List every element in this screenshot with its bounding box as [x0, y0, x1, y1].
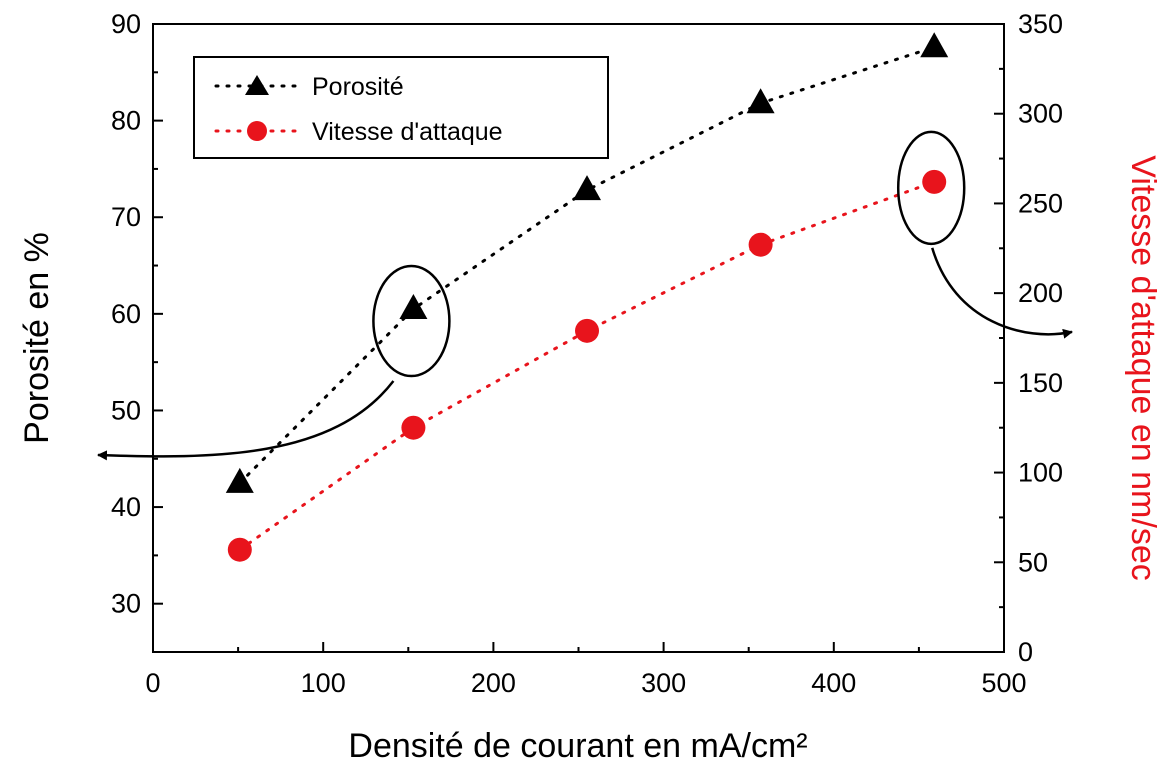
arrow-to-right-axis — [931, 247, 1073, 339]
vitesse-point — [575, 318, 600, 343]
legend-label-vitesse: Vitesse d'attaque — [312, 118, 503, 146]
left-axis-title: Porosité en % — [18, 232, 56, 444]
vitesse-point — [227, 537, 252, 562]
right-tick-label: 250 — [1018, 188, 1063, 218]
legend-box — [193, 56, 609, 159]
porosite-point — [920, 32, 949, 58]
x-axis-ticks: 0 100 200 300 400 500 — [145, 642, 1027, 698]
right-tick-label: 0 — [1018, 637, 1033, 667]
porosite-point — [225, 467, 254, 493]
left-tick-label: 70 — [111, 202, 141, 232]
left-axis-ticks: 30 40 50 60 70 80 90 — [111, 9, 163, 653]
x-tick-label: 400 — [811, 668, 856, 698]
x-tick-label: 500 — [981, 668, 1026, 698]
legend: Porosité Vitesse d'attaque — [193, 56, 609, 159]
highlight-ellipse-vitesse — [896, 130, 966, 246]
right-tick-label: 200 — [1018, 278, 1063, 308]
series-line-0 — [238, 45, 936, 485]
left-tick-label: 90 — [111, 9, 141, 39]
legend-marker-vitesse — [247, 121, 267, 141]
highlight-ellipse-porosite — [372, 264, 451, 378]
right-tick-label: 50 — [1018, 547, 1048, 577]
right-axis-title: Vitesse d'attaque en nm/sec — [1124, 155, 1162, 580]
porosite-point — [746, 88, 775, 114]
porosite-point — [399, 294, 428, 320]
legend-marker-porosite — [245, 75, 269, 95]
arrow-to-left-axis — [97, 380, 395, 461]
left-tick-label: 40 — [111, 492, 141, 522]
x-axis-title: Densité de courant en mA/cm² — [348, 727, 807, 765]
right-tick-label: 350 — [1018, 9, 1063, 39]
x-tick-label: 200 — [471, 668, 516, 698]
annotation-layer — [97, 130, 1073, 461]
left-tick-label: 80 — [111, 106, 141, 136]
left-tick-label: 60 — [111, 299, 141, 329]
right-tick-label: 300 — [1018, 99, 1063, 129]
left-tick-label: 30 — [111, 589, 141, 619]
series-line-1 — [238, 180, 936, 552]
porosite-point — [573, 175, 602, 201]
left-tick-label: 50 — [111, 395, 141, 425]
right-axis-ticks: 0 50 100 150 200 250 300 350 — [994, 9, 1063, 667]
x-tick-label: 0 — [145, 668, 160, 698]
vitesse-point — [401, 415, 426, 440]
series-layer — [225, 32, 949, 562]
legend-label-porosite: Porosité — [312, 73, 404, 101]
x-tick-label: 300 — [641, 668, 686, 698]
vitesse-point — [922, 169, 947, 194]
vitesse-point — [748, 232, 773, 257]
right-tick-label: 150 — [1018, 368, 1063, 398]
x-tick-label: 100 — [301, 668, 346, 698]
right-tick-label: 100 — [1018, 458, 1063, 488]
